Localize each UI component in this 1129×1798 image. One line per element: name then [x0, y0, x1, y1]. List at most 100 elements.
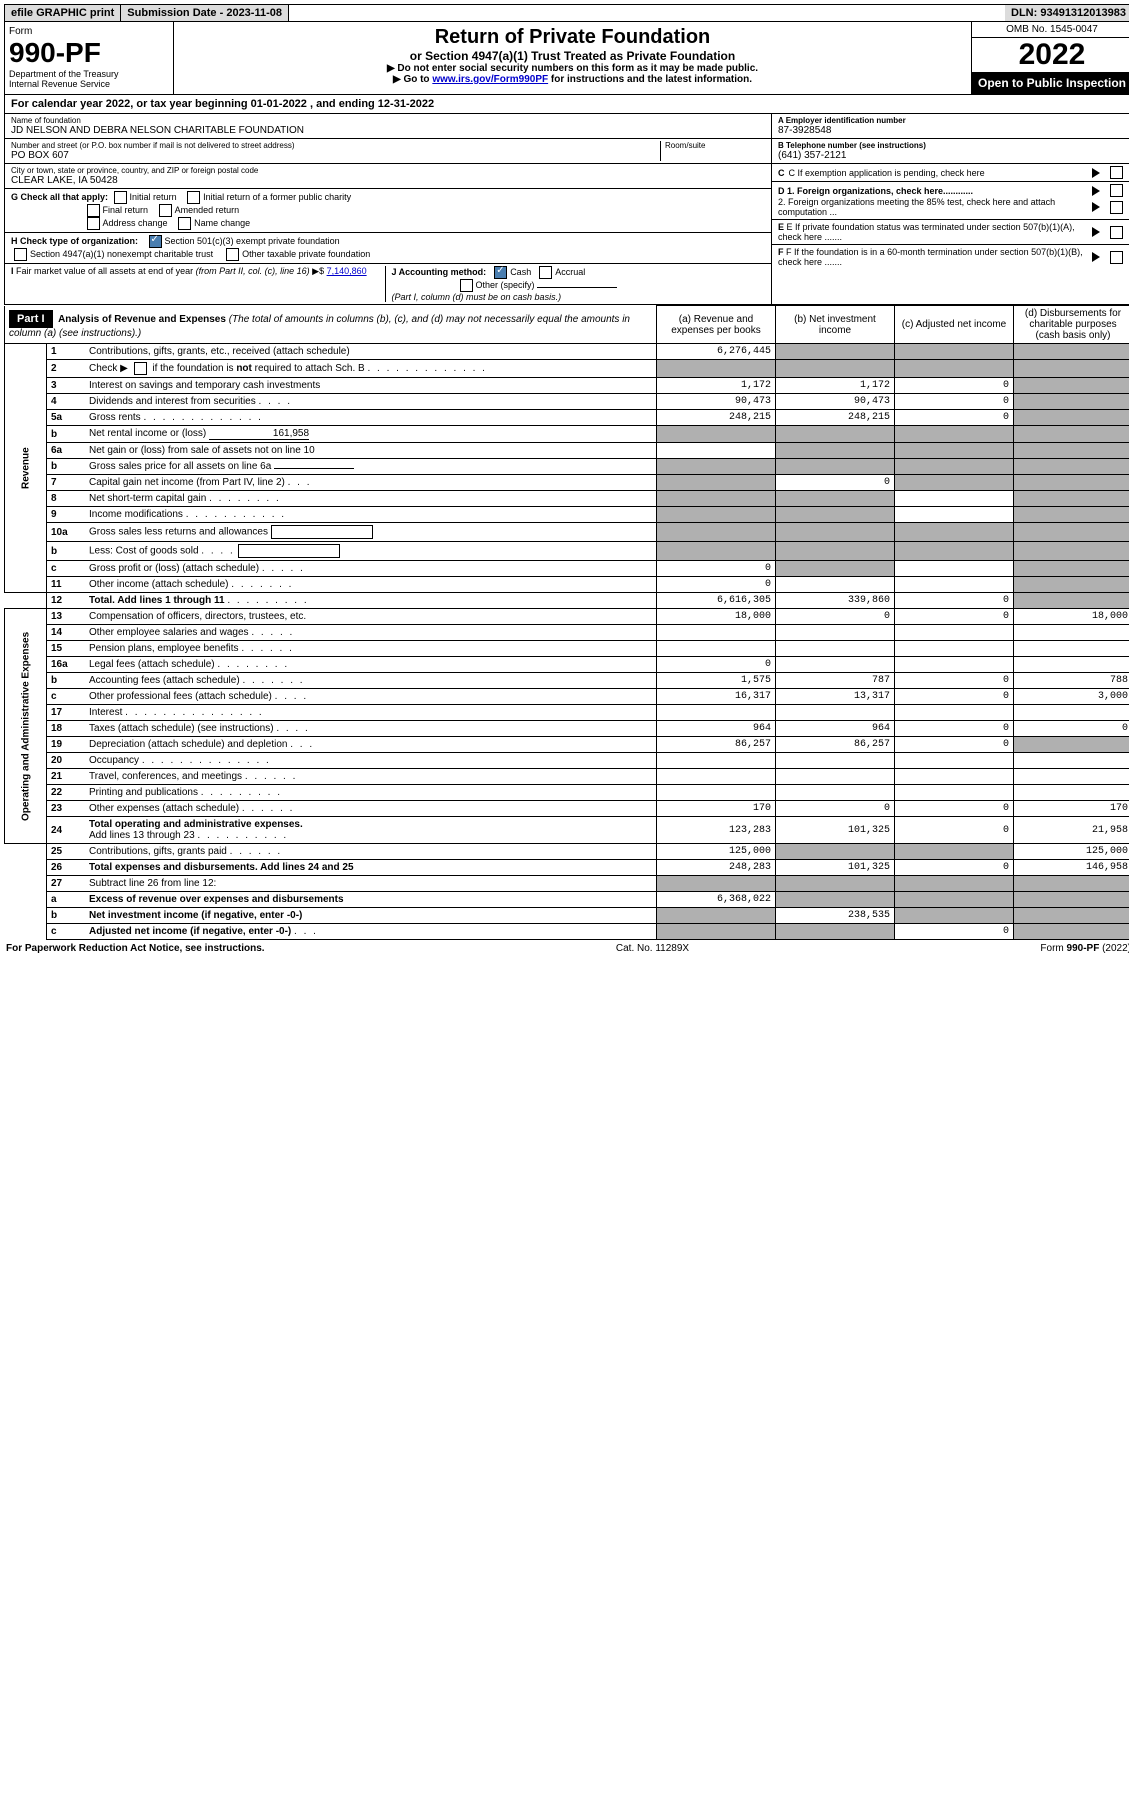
addr-value: PO BOX 607	[11, 150, 660, 161]
check-initial-return[interactable]	[114, 191, 127, 204]
c-label: C If exemption application is pending, c…	[789, 168, 1089, 178]
opt-other-taxable: Other taxable private foundation	[242, 249, 370, 259]
fmv-link[interactable]: 7,140,860	[327, 266, 367, 276]
check-other-taxable[interactable]	[226, 248, 239, 261]
check-f[interactable]	[1110, 251, 1123, 264]
check-name-change[interactable]	[178, 217, 191, 230]
line-desc: Adjusted net income (if negative, enter …	[85, 924, 657, 940]
line-desc: Contributions, gifts, grants, etc., rece…	[85, 344, 657, 360]
part-i-badge: Part I	[9, 310, 53, 328]
arrow-icon	[1092, 168, 1100, 178]
check-schb[interactable]	[134, 362, 147, 375]
cell-d: 170	[1014, 801, 1129, 817]
line-num: 2	[47, 360, 86, 378]
cell-a: 123,283	[657, 817, 776, 844]
expenses-vert-label: Operating and Administrative Expenses	[5, 609, 47, 844]
arrow-icon	[1092, 202, 1100, 212]
cell-a: 6,276,445	[657, 344, 776, 360]
line-desc: Subtract line 26 from line 12:	[85, 876, 657, 892]
check-other-method[interactable]	[460, 279, 473, 292]
phone-value: (641) 357-2121	[778, 150, 1126, 161]
opt-4947a1: Section 4947(a)(1) nonexempt charitable …	[30, 249, 213, 259]
cell-b: 248,215	[776, 410, 895, 426]
line-desc: Printing and publications . . . . . . . …	[85, 785, 657, 801]
line-num: 27	[47, 876, 86, 892]
cell-b: 1,172	[776, 378, 895, 394]
efile-label: efile GRAPHIC print	[5, 5, 121, 21]
check-501c3[interactable]	[149, 235, 162, 248]
line-num: 8	[47, 491, 86, 507]
phone-label: B Telephone number (see instructions)	[778, 141, 926, 150]
line-desc: Net investment income (if negative, ente…	[85, 908, 657, 924]
check-cash[interactable]	[494, 266, 507, 279]
line-desc: Other employee salaries and wages . . . …	[85, 625, 657, 641]
h-label: H Check type of organization:	[11, 236, 138, 246]
line-desc: Contributions, gifts, grants paid . . . …	[85, 844, 657, 860]
cell-c: 0	[895, 737, 1014, 753]
line-desc: Compensation of officers, directors, tru…	[85, 609, 657, 625]
line-num: 20	[47, 753, 86, 769]
line-num: 18	[47, 721, 86, 737]
part-i-table: Part I Analysis of Revenue and Expenses …	[4, 305, 1129, 940]
check-accrual[interactable]	[539, 266, 552, 279]
ein-value: 87-3928548	[778, 125, 1126, 136]
check-initial-former[interactable]	[187, 191, 200, 204]
line-num: b	[47, 542, 86, 561]
top-bar: efile GRAPHIC print Submission Date - 20…	[4, 4, 1129, 22]
line-desc: Dividends and interest from securities .…	[85, 394, 657, 410]
cell-d: 3,000	[1014, 689, 1129, 705]
e-label: E If private foundation status was termi…	[778, 222, 1075, 242]
form-subtitle: or Section 4947(a)(1) Trust Treated as P…	[178, 49, 967, 63]
cell-a: 90,473	[657, 394, 776, 410]
line-num: 4	[47, 394, 86, 410]
c-field: C C If exemption application is pending,…	[772, 164, 1129, 182]
line-num: c	[47, 924, 86, 940]
cell-c: 0	[895, 860, 1014, 876]
check-final-return[interactable]	[87, 204, 100, 217]
line-desc: Excess of revenue over expenses and disb…	[85, 892, 657, 908]
check-amended[interactable]	[159, 204, 172, 217]
opt-final: Final return	[103, 205, 149, 215]
instructions-link[interactable]: www.irs.gov/Form990PF	[432, 74, 548, 85]
name-label: Name of foundation	[11, 116, 765, 125]
e-field: E E If private foundation status was ter…	[772, 220, 1129, 245]
col-c-head: (c) Adjusted net income	[895, 306, 1014, 344]
d2-label: 2. Foreign organizations meeting the 85%…	[778, 197, 1088, 217]
check-c[interactable]	[1110, 166, 1123, 179]
g-check-field: G Check all that apply: Initial return I…	[5, 189, 771, 233]
dln: DLN: 93491312013983	[1005, 5, 1129, 21]
cell-c: 0	[895, 801, 1014, 817]
submission-date-value: 2023-11-08	[226, 7, 282, 19]
cell-a: 170	[657, 801, 776, 817]
submission-label: Submission Date -	[127, 7, 226, 19]
cell-c: 0	[895, 673, 1014, 689]
opt-accrual: Accrual	[555, 267, 585, 277]
arrow-icon	[1092, 252, 1100, 262]
phone-field: B Telephone number (see instructions) (6…	[772, 139, 1129, 164]
check-d1[interactable]	[1110, 184, 1123, 197]
line-desc: Interest . . . . . . . . . . . . . . .	[85, 705, 657, 721]
col-a-head: (a) Revenue and expenses per books	[657, 306, 776, 344]
line-num: 17	[47, 705, 86, 721]
tax-year: 2022	[972, 38, 1129, 72]
info-left: Name of foundation JD NELSON AND DEBRA N…	[5, 114, 771, 304]
j-note: (Part I, column (d) must be on cash basi…	[392, 292, 562, 302]
cell-a: 86,257	[657, 737, 776, 753]
line-desc: Occupancy . . . . . . . . . . . . . .	[85, 753, 657, 769]
cell-b: 101,325	[776, 817, 895, 844]
cell-d: 788	[1014, 673, 1129, 689]
j-label: J Accounting method:	[392, 267, 487, 277]
city-value: CLEAR LAKE, IA 50428	[11, 175, 765, 186]
address-field: Number and street (or P.O. box number if…	[5, 139, 771, 164]
check-4947a1[interactable]	[14, 248, 27, 261]
check-address-change[interactable]	[87, 217, 100, 230]
line-desc: Total expenses and disbursements. Add li…	[85, 860, 657, 876]
footer-left: For Paperwork Reduction Act Notice, see …	[6, 943, 265, 954]
check-e[interactable]	[1110, 226, 1123, 239]
cell-b: 101,325	[776, 860, 895, 876]
city-label: City or town, state or province, country…	[11, 166, 765, 175]
check-d2[interactable]	[1110, 201, 1123, 214]
line-desc: Income modifications . . . . . . . . . .…	[85, 507, 657, 523]
line-num: 11	[47, 577, 86, 593]
form-number: 990-PF	[9, 37, 169, 69]
